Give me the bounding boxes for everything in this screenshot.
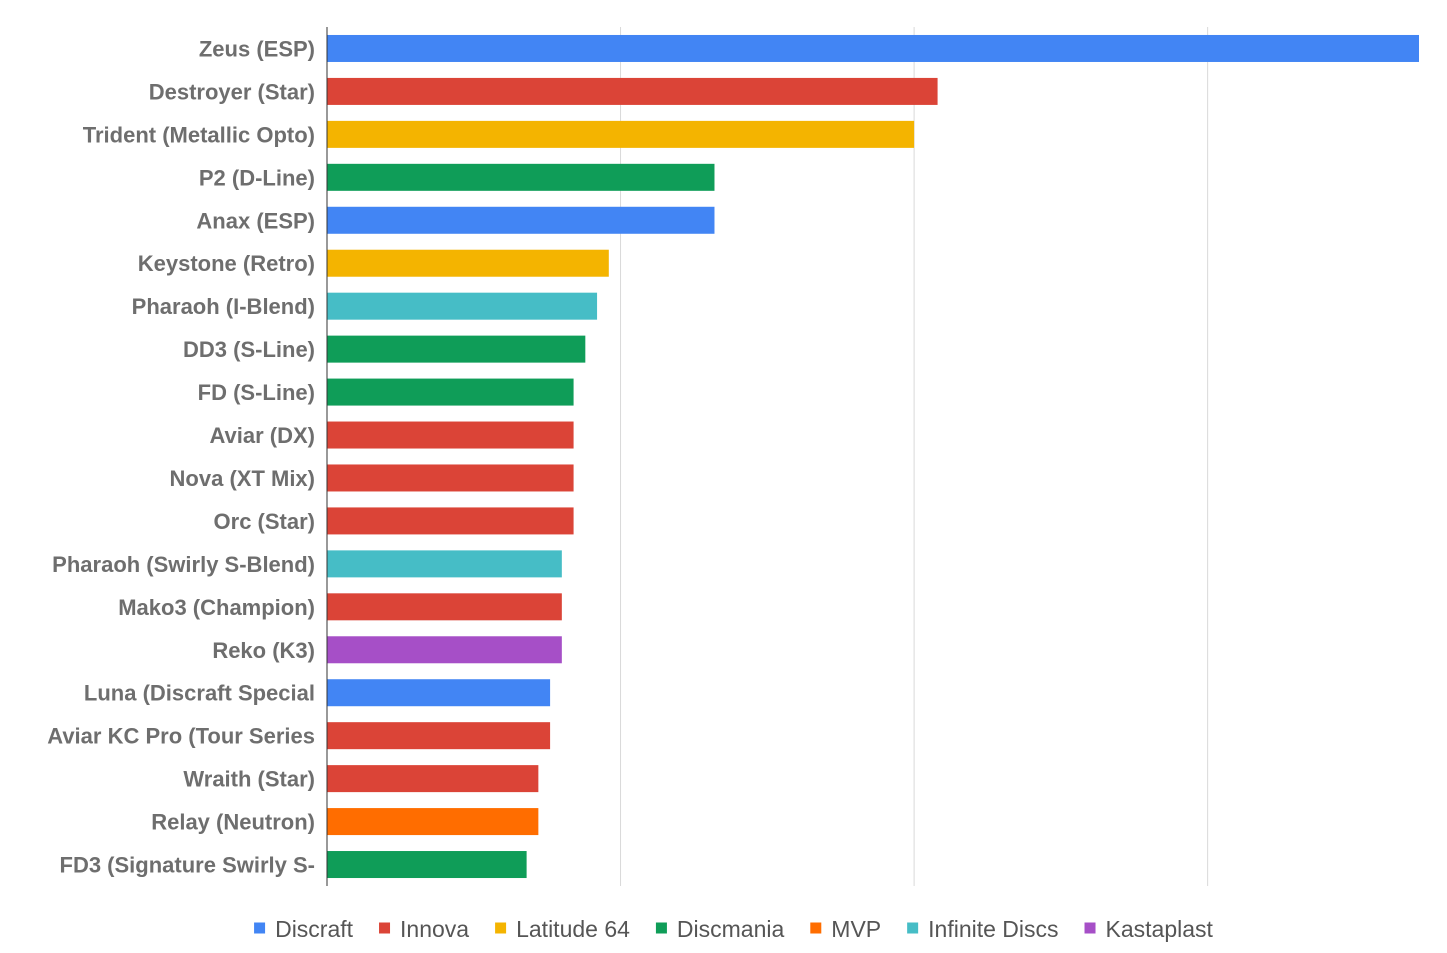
- category-label: P2 (D-Line): [199, 165, 315, 190]
- bar: [327, 335, 586, 363]
- bar: [327, 464, 574, 492]
- category-label: Aviar (DX): [209, 423, 315, 448]
- category-label: Mako3 (Champion): [118, 595, 315, 620]
- category-label: FD (S-Line): [198, 380, 315, 405]
- bar: [327, 507, 574, 535]
- bar: [327, 765, 539, 793]
- legend-label: Latitude 64: [516, 916, 630, 942]
- category-label: Reko (K3): [212, 638, 315, 663]
- bar: [327, 292, 598, 320]
- bar: [327, 249, 609, 277]
- category-label: Pharaoh (Swirly S-Blend): [52, 552, 315, 577]
- legend-item: Latitude 64: [495, 916, 630, 942]
- legend-label: Innova: [400, 916, 469, 942]
- bar: [327, 679, 551, 707]
- category-label: Orc (Star): [214, 509, 315, 534]
- bar: [327, 163, 715, 191]
- category-label: FD3 (Signature Swirly S-: [60, 853, 316, 878]
- legend-item: MVP: [810, 916, 881, 942]
- category-label: Wraith (Star): [183, 767, 315, 792]
- bar: [327, 421, 574, 449]
- bars: [327, 34, 1419, 879]
- legend-label: Infinite Discs: [928, 916, 1058, 942]
- category-label: Nova (XT Mix): [170, 466, 315, 491]
- bar: [327, 851, 527, 879]
- legend-swatch: [907, 922, 919, 934]
- legend-item: Discraft: [254, 916, 354, 942]
- bar: [327, 636, 562, 664]
- bar: [327, 34, 1419, 62]
- category-label: Trident (Metallic Opto): [83, 122, 315, 147]
- bar: [327, 206, 715, 234]
- legend-label: Kastaplast: [1106, 916, 1214, 942]
- bar: [327, 77, 938, 105]
- bar: [327, 593, 562, 621]
- legend-swatch: [1084, 922, 1096, 934]
- bar: [327, 120, 915, 148]
- category-label: DD3 (S-Line): [183, 337, 315, 362]
- legend-swatch: [810, 922, 822, 934]
- legend-item: Innova: [379, 916, 469, 942]
- category-label: Anax (ESP): [196, 208, 315, 233]
- legend-label: Discraft: [275, 916, 354, 942]
- legend-swatch: [379, 922, 391, 934]
- category-labels: Zeus (ESP) Destroyer (Star) Trident (Metal…: [47, 36, 315, 877]
- legend-label: MVP: [831, 916, 881, 942]
- bar: [327, 808, 539, 836]
- legend-item: Infinite Discs: [907, 916, 1059, 942]
- bar: [327, 550, 562, 578]
- bar: [327, 378, 574, 406]
- legend-swatch: [495, 922, 507, 934]
- legend-swatch: [655, 922, 667, 934]
- legend-item: Kastaplast: [1084, 916, 1214, 942]
- category-label: Aviar KC Pro (Tour Series: [47, 724, 315, 749]
- bar: [327, 722, 551, 750]
- category-label: Keystone (Retro): [138, 251, 315, 276]
- legend: Discraft Innova Latitude 64 Discmania MVP Inf…: [254, 916, 1214, 942]
- gridlines: [620, 27, 1209, 886]
- category-label: Destroyer (Star): [149, 79, 315, 104]
- category-label: Pharaoh (I-Blend): [132, 294, 315, 319]
- legend-label: Discmania: [677, 916, 785, 942]
- legend-swatch: [254, 922, 266, 934]
- legend-item: Discmania: [655, 916, 785, 942]
- category-label: Luna (Discraft Special: [84, 681, 315, 706]
- category-label: Zeus (ESP): [199, 36, 315, 61]
- category-label: Relay (Neutron): [151, 810, 315, 835]
